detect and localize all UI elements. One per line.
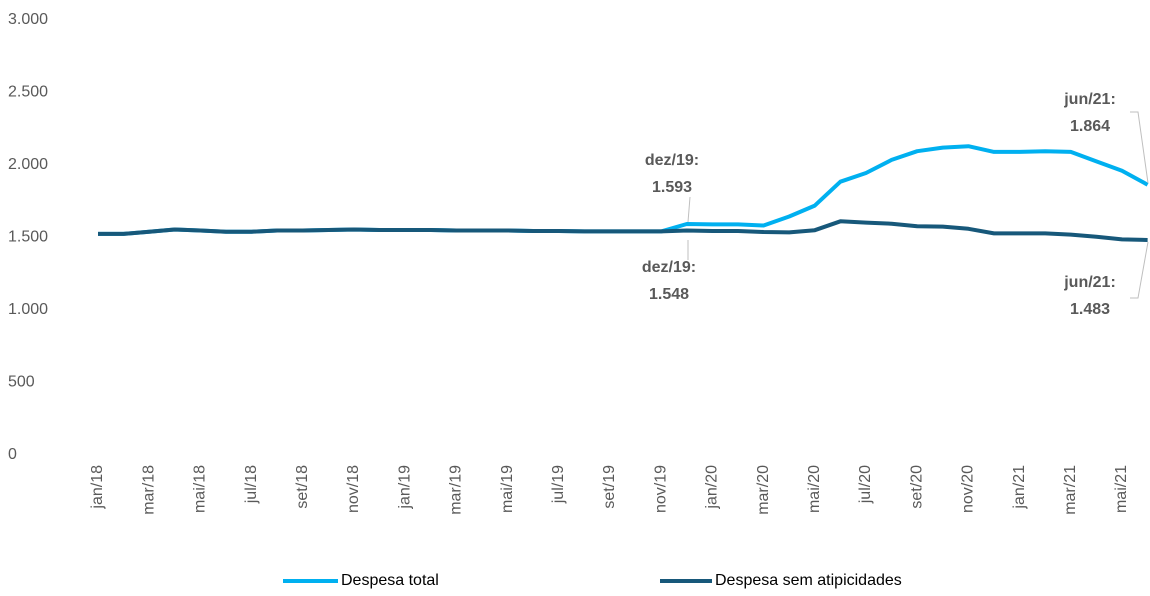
legend-label: Despesa sem atipicidades — [715, 572, 902, 589]
y-tick-label: 0 — [8, 446, 17, 463]
annotation-date: dez/19: — [645, 152, 699, 169]
x-tick-label: mai/18 — [192, 465, 209, 513]
x-tick-label: set/19 — [601, 465, 618, 509]
x-tick-label: set/18 — [294, 465, 311, 509]
x-tick-label: mai/20 — [806, 465, 823, 513]
y-tick-label: 3.000 — [8, 11, 48, 28]
annotation-value: 1.548 — [649, 286, 689, 303]
x-tick-label: jan/18 — [89, 465, 106, 510]
x-tick-label: jan/19 — [396, 465, 413, 510]
x-tick-label: set/20 — [908, 465, 925, 509]
annotation-value: 1.593 — [652, 179, 692, 196]
x-tick-label: nov/18 — [345, 465, 362, 513]
y-tick-label: 500 — [8, 374, 35, 391]
y-tick-label: 1.500 — [8, 229, 48, 246]
x-tick-label: mai/21 — [1113, 465, 1130, 513]
y-tick-label: 1.000 — [8, 301, 48, 318]
x-tick-label: mar/21 — [1062, 465, 1079, 515]
series-line — [98, 144, 1149, 236]
annotation-value: 1.864 — [1070, 118, 1110, 135]
y-tick-label: 2.500 — [8, 84, 48, 101]
x-tick-label: mai/19 — [499, 465, 516, 513]
x-tick-label: jul/19 — [550, 465, 567, 504]
x-tick-label: jan/21 — [1011, 465, 1028, 510]
x-tick-label: nov/20 — [960, 465, 977, 513]
annotation-date: jun/21: — [1063, 274, 1116, 291]
annotation-date: dez/19: — [642, 259, 696, 276]
series-line — [98, 219, 1148, 242]
legend-label: Despesa total — [341, 572, 439, 589]
x-tick-label: mar/20 — [755, 465, 772, 515]
annotation-leader — [1130, 241, 1149, 299]
x-tick-label: mar/19 — [448, 465, 465, 515]
x-tick-label: jul/20 — [857, 465, 874, 504]
x-tick-label: jan/20 — [704, 465, 721, 510]
annotation-date: jun/21: — [1063, 91, 1116, 108]
x-tick-label: mar/18 — [140, 465, 157, 515]
x-tick-label: nov/19 — [652, 465, 669, 513]
annotation-leader — [687, 196, 691, 223]
y-tick-label: 2.000 — [8, 156, 48, 173]
annotation-value: 1.483 — [1070, 301, 1110, 318]
annotation-leader — [1130, 111, 1149, 184]
x-tick-label: jul/18 — [243, 465, 260, 504]
